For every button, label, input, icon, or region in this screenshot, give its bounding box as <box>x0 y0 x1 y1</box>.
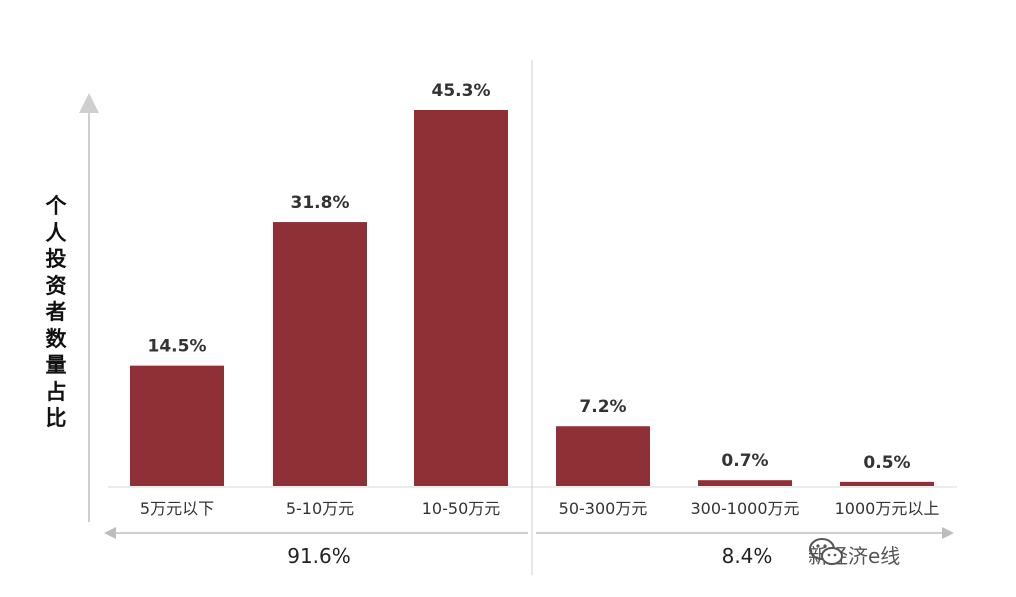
y-axis-label-char: 者 <box>45 300 67 324</box>
bar-2 <box>414 110 508 486</box>
x-tick-label-3: 50-300万元 <box>559 499 648 518</box>
y-axis-label-char: 占 <box>45 379 67 404</box>
bar-4 <box>698 480 792 486</box>
y-axis-label-char: 投 <box>45 247 67 271</box>
wechat-icon <box>809 538 843 565</box>
data-label-2: 45.3% <box>432 81 491 101</box>
group-label-1: 8.4% <box>722 544 773 568</box>
bar-1 <box>273 222 367 486</box>
x-tick-label-2: 10-50万元 <box>422 499 501 518</box>
y-axis-label-char: 人 <box>45 220 67 245</box>
y-axis-label: 个人投资者数量占比 <box>42 193 70 432</box>
bar-5 <box>840 481 934 486</box>
group-brackets: 91.6% 8.4% <box>104 527 954 568</box>
x-tick-label-1: 5-10万元 <box>286 499 354 518</box>
bar-0 <box>130 365 224 486</box>
labels: 14.5% 5万元以下 31.8% 5-10万元 45.3% 10-50万元 7.2% 50-… <box>140 81 939 518</box>
data-label-1: 31.8% <box>291 193 350 213</box>
x-tick-label-5: 1000万元以上 <box>835 499 940 518</box>
y-axis-label-char: 个 <box>45 194 67 218</box>
data-label-0: 14.5% <box>148 337 207 357</box>
data-label-5: 0.5% <box>863 453 910 473</box>
watermark: 新经济e线 <box>808 536 900 572</box>
axes <box>79 60 957 575</box>
y-axis-label-char: 数 <box>45 326 67 351</box>
bars <box>130 110 934 486</box>
data-label-4: 0.7% <box>721 451 768 471</box>
x-tick-label-0: 5万元以下 <box>140 499 214 518</box>
bar-3 <box>556 426 650 486</box>
group-label-0: 91.6% <box>287 544 351 568</box>
data-label-3: 7.2% <box>579 397 626 417</box>
x-tick-label-4: 300-1000万元 <box>690 499 799 518</box>
y-axis-label-char: 比 <box>45 406 67 430</box>
y-axis-label-char: 量 <box>45 353 67 377</box>
y-axis-label-char: 资 <box>45 273 67 298</box>
